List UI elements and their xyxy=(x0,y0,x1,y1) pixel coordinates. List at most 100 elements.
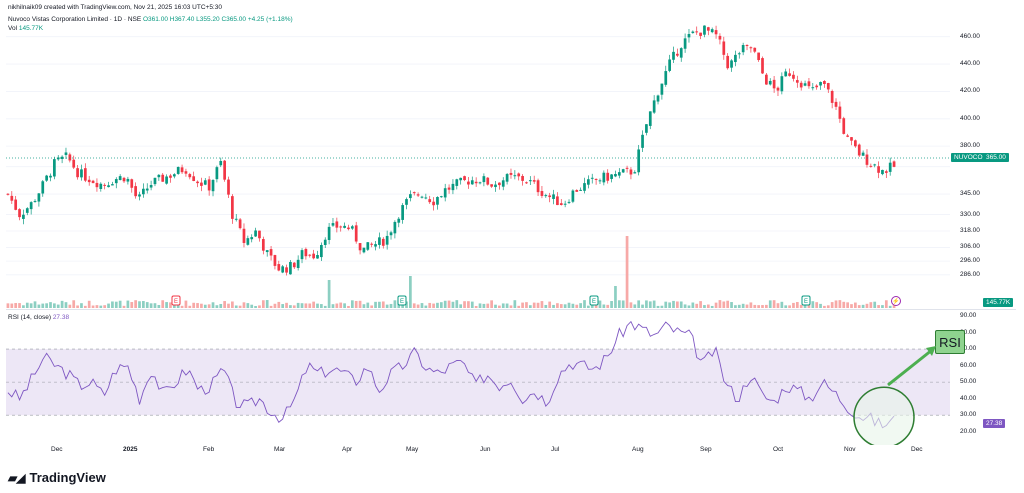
volume-bar xyxy=(645,300,648,308)
event-markers[interactable]: E E E E ⚡ xyxy=(171,295,901,306)
candle-body xyxy=(312,253,315,259)
candle-body xyxy=(672,51,675,60)
volume-bar xyxy=(559,304,563,308)
candle-body xyxy=(470,180,474,185)
volume-bar xyxy=(606,304,610,308)
candle-body xyxy=(606,172,610,181)
earnings-marker-icon[interactable]: E xyxy=(801,295,811,306)
candle-body xyxy=(261,239,265,251)
candle-body xyxy=(699,32,702,36)
candle-body xyxy=(227,179,230,195)
volume-legend[interactable]: Vol 145.77K xyxy=(8,24,43,33)
candle-body xyxy=(881,169,884,175)
ohlc-low: L355.20 xyxy=(196,16,220,23)
earnings-marker-icon[interactable]: E xyxy=(397,295,407,306)
volume-bar xyxy=(107,303,110,308)
volume-bar xyxy=(312,301,315,308)
candle-body xyxy=(258,230,261,239)
volume-bar xyxy=(83,305,87,308)
candle-body xyxy=(76,168,79,178)
candle-body xyxy=(335,221,339,228)
candle-body xyxy=(505,174,509,182)
volume-bar xyxy=(737,304,741,308)
volume-bar xyxy=(153,303,157,308)
volume-bar xyxy=(792,302,795,308)
volume-bar xyxy=(648,301,652,308)
volume-bar xyxy=(142,301,145,308)
volume-bar xyxy=(525,302,528,308)
symbol-description[interactable]: Nuvoco Vistas Corporation Limited · 1D ·… xyxy=(8,16,142,23)
volume-bar xyxy=(41,303,45,308)
candle-body xyxy=(176,166,180,174)
candle-body xyxy=(432,201,435,206)
highlight-circle xyxy=(853,386,915,445)
candle-body xyxy=(854,140,857,147)
candle-body xyxy=(459,177,463,181)
candle-body xyxy=(548,195,552,198)
marker-label: E xyxy=(174,299,178,305)
tradingview-logo[interactable]: ▰◢ TradingView xyxy=(8,470,106,485)
volume-bar xyxy=(192,302,196,308)
volume-bar xyxy=(652,300,656,308)
rsi-annotation-callout[interactable]: RSI xyxy=(935,330,965,354)
candle-body xyxy=(861,152,865,156)
split-marker-icon[interactable]: ⚡ xyxy=(891,296,901,306)
rsi-value-tag: 27.38 xyxy=(983,419,1006,428)
rsi-chart[interactable] xyxy=(6,310,950,445)
volume-bar xyxy=(668,302,671,308)
rsi-axis[interactable]: 90.00 80.00 70.00 60.00 50.00 40.00 30.00 20.00 xyxy=(950,310,1010,445)
earnings-marker-icon[interactable]: E xyxy=(589,295,599,306)
candle-body xyxy=(552,194,555,199)
earnings-marker-icon[interactable]: E xyxy=(171,295,181,306)
candle-body xyxy=(308,254,312,256)
candle-body xyxy=(72,159,76,168)
candle-body xyxy=(474,181,478,184)
volume-bar xyxy=(389,303,393,308)
volume-bar xyxy=(571,303,575,308)
candle-body xyxy=(56,157,60,160)
volume-bar xyxy=(749,302,753,308)
candle-body xyxy=(521,176,524,181)
time-axis[interactable]: Dec 2025 Feb Mar Apr May Jun Jul Aug Sep Oct Nov Dec xyxy=(6,446,950,458)
candle-body xyxy=(296,259,300,268)
candle-body xyxy=(869,165,873,167)
volume-bar xyxy=(358,300,362,308)
candle-body xyxy=(37,193,41,202)
volume-bar xyxy=(18,303,21,308)
candle-body xyxy=(126,178,130,182)
volume-bar xyxy=(157,304,161,308)
candle-body xyxy=(846,135,849,137)
candle-body xyxy=(114,179,118,184)
volume-bar xyxy=(172,303,176,308)
candle-body xyxy=(652,100,656,113)
candle-body xyxy=(571,190,575,202)
volume-bar xyxy=(788,305,791,308)
candle-body xyxy=(142,188,145,195)
volume-histogram xyxy=(6,236,896,308)
candle-body xyxy=(641,134,644,148)
rsi-title: RSI (14, close) xyxy=(8,314,51,321)
candle-body xyxy=(99,183,103,189)
symbol-legend[interactable]: Nuvoco Vistas Corporation Limited · 1D ·… xyxy=(8,15,293,24)
volume-bar xyxy=(540,301,544,308)
volume-tag: 145.77K xyxy=(983,298,1014,307)
volume-bar xyxy=(521,302,524,308)
candle-body xyxy=(374,244,377,247)
candle-body xyxy=(509,172,513,175)
candle-body xyxy=(95,182,99,188)
price-chart[interactable]: E E E E ⚡ xyxy=(6,8,950,308)
volume-bar xyxy=(660,305,664,308)
volume-bar xyxy=(99,305,103,308)
candle-body xyxy=(463,176,466,181)
candle-body xyxy=(180,167,184,173)
rsi-legend[interactable]: RSI (14, close) 27.38 xyxy=(8,313,69,322)
pane-divider[interactable] xyxy=(6,309,1016,310)
marker-label: E xyxy=(592,299,596,305)
candle-body xyxy=(482,176,486,183)
volume-bar xyxy=(385,304,389,308)
price-axis[interactable]: 460.00 440.00 420.00 400.00 380.00 345.00 330.… xyxy=(950,8,1010,308)
candle-body xyxy=(339,226,343,228)
candle-body xyxy=(768,80,772,85)
volume-bar xyxy=(617,300,621,308)
volume-bar xyxy=(6,303,10,308)
